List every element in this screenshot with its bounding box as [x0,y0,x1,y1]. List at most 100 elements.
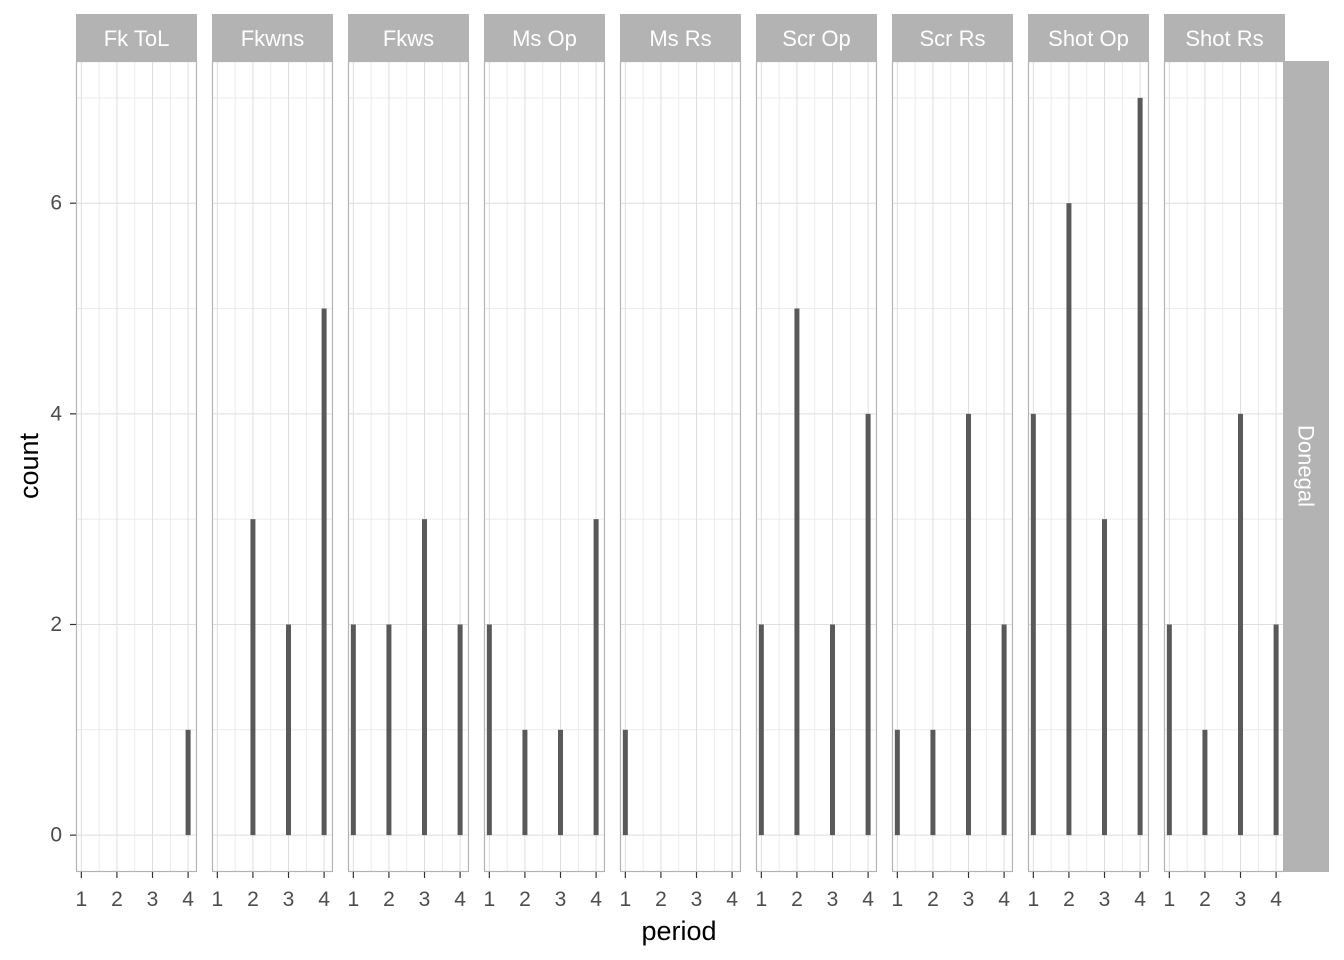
x-tick-label: 1 [483,888,495,911]
x-tick-label: 3 [691,888,703,911]
x-tick-label: 4 [998,888,1010,911]
x-tick-label: 3 [1235,888,1247,911]
row-strip-label: Donegal [1294,425,1319,507]
column-strip-label: Fk ToL [104,26,170,51]
x-tick-label: 4 [726,888,738,911]
x-tick-label: 4 [318,888,330,911]
column-strip-label: Ms Rs [649,26,711,51]
column-strip-background [1164,14,1285,61]
column-strip-background [620,14,741,61]
bar [966,413,972,836]
x-tick-label: 2 [1063,888,1075,911]
x-tick-label: 1 [1027,888,1039,911]
facet-panel: Scr Op 1 2 3 4 [755,14,878,911]
bar [1102,519,1108,836]
x-tick-label: 1 [619,888,631,911]
column-strip-label: Shot Op [1048,26,1129,51]
x-tick-label: 4 [1134,888,1146,911]
bar [286,624,292,836]
x-tick-label: 3 [147,888,159,911]
bar [1001,624,1007,836]
bar [321,308,327,836]
column-strip-background [756,14,877,61]
column-strip-label: Shot Rs [1185,26,1263,51]
bar [386,624,392,836]
panel-border [483,60,606,873]
bar [1202,729,1208,836]
bar [1166,624,1172,836]
x-tick-label: 2 [927,888,939,911]
bar [457,624,463,836]
x-tick-label: 2 [519,888,531,911]
bar [830,624,836,836]
column-strip-background [348,14,469,61]
x-tick-label: 1 [755,888,767,911]
x-tick-label: 4 [182,888,194,911]
facet-panel: Ms Op 1 2 3 4 [483,14,606,911]
column-strip-label: Fkwns [241,26,305,51]
bar [1238,413,1244,836]
column-strip-label: Fkws [383,26,434,51]
bar [185,729,191,836]
facet-panel: Shot Rs 1 2 3 4 [1163,14,1286,911]
bar [422,519,428,836]
panel-border [75,60,198,873]
x-tick-label: 3 [963,888,975,911]
facet-panel: Shot Op 1 2 3 4 [1027,14,1150,911]
x-tick-label: 3 [555,888,567,911]
column-strip-label: Scr Rs [920,26,986,51]
x-tick-label: 1 [891,888,903,911]
bar [558,729,564,836]
column-strip-label: Ms Op [512,26,577,51]
x-axis-title: period [641,916,716,946]
column-strip-background [212,14,333,61]
bar [894,729,900,836]
column-strip-background [892,14,1013,61]
x-tick-label: 2 [655,888,667,911]
column-strip-label: Scr Op [782,26,850,51]
x-tick-label: 3 [419,888,431,911]
bar [522,729,528,836]
x-tick-label: 1 [1163,888,1175,911]
y-tick-label: 6 [50,192,62,215]
facet-panel: Ms Rs 1 2 3 4 [619,14,742,911]
bar [865,413,871,836]
facet-panel: Fkwns 1 2 3 4 [211,14,334,911]
facet-panel: Scr Rs 1 2 3 4 [891,14,1014,911]
bar [758,624,764,836]
x-tick-label: 4 [454,888,466,911]
bar [250,519,256,836]
x-tick-label: 3 [283,888,295,911]
x-tick-label: 1 [75,888,87,911]
x-tick-label: 2 [383,888,395,911]
panel-border [755,60,878,873]
bar [622,729,628,836]
column-strip-background [1028,14,1149,61]
x-tick-label: 4 [590,888,602,911]
y-axis-title: count [14,432,44,499]
row-facet-strip: Donegal [1283,61,1329,872]
bar [1066,203,1072,836]
bar [1273,624,1279,836]
bar [350,624,356,836]
bar [1137,97,1143,836]
bar [794,308,800,836]
x-tick-label: 3 [827,888,839,911]
x-tick-label: 1 [347,888,359,911]
facet-panel: Fkws 1 2 3 4 [347,14,470,911]
panel-border [1027,60,1150,873]
bar [930,729,936,836]
x-tick-label: 1 [211,888,223,911]
x-tick-label: 4 [1270,888,1282,911]
panel-border [211,60,334,873]
bar [486,624,492,836]
y-tick-label: 2 [50,613,62,636]
y-tick-label: 4 [50,402,62,425]
bar [1030,413,1036,836]
bar [593,519,599,836]
x-tick-label: 2 [791,888,803,911]
x-tick-label: 4 [862,888,874,911]
panel-border [619,60,742,873]
